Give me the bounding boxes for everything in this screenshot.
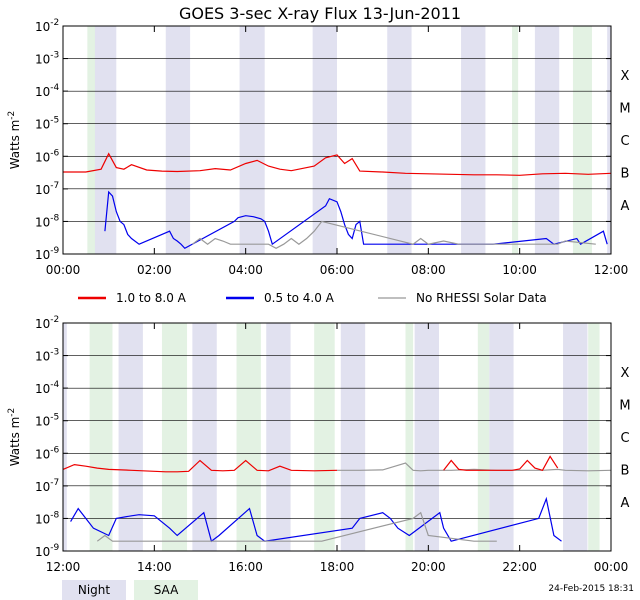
y-tick-label: 10-8	[35, 510, 60, 526]
footer-timestamp: 24-Feb-2015 18:31	[548, 584, 634, 594]
y-tick-label: 10-6	[35, 445, 60, 461]
x-tick-label: 12:00	[46, 560, 81, 574]
series-line	[96, 511, 497, 542]
y-tick-label: 10-7	[35, 478, 59, 494]
night-band	[192, 323, 217, 551]
y-tick-label: 10-4	[35, 83, 60, 99]
night-band	[340, 323, 366, 551]
y-tick-label: 10-2	[35, 18, 59, 34]
y-axis-label: Watts m-2	[7, 111, 22, 170]
saa-band	[588, 323, 600, 551]
night-band	[165, 26, 191, 254]
series-line	[104, 190, 608, 250]
y-tick-label: 10-8	[35, 213, 60, 229]
night-band	[239, 26, 265, 254]
x-tick-label: 10:00	[502, 263, 537, 277]
saa-band	[236, 323, 261, 551]
night-band	[93, 26, 117, 254]
saa-band	[161, 323, 188, 551]
x-tick-label: 06:00	[320, 263, 355, 277]
y-axis-label: Watts m-2	[7, 408, 22, 467]
saa-band	[512, 26, 519, 254]
flare-class-label: A	[621, 496, 630, 511]
panel-top: 10-2 10-3 10-4 10-5 10-6 10-7 10-8 10-900:00 02:…	[7, 18, 631, 277]
flare-class-label: C	[620, 431, 629, 446]
night-band	[489, 323, 514, 551]
legend: 1.0 to 8.0 A 0.5 to 4.0 A No RHESSI Solar …	[78, 291, 547, 305]
night-key: Night	[62, 580, 126, 600]
y-tick-label: 10-4	[35, 380, 60, 396]
saa-band	[477, 323, 490, 551]
x-tick-label: 14:00	[137, 560, 172, 574]
saa-key: SAA	[134, 580, 198, 600]
x-tick-label: 00:00	[46, 263, 81, 277]
night-band	[387, 26, 412, 254]
series-line	[192, 220, 596, 249]
chart-title: GOES 3-sec X-ray Flux 13-Jun-2011	[179, 4, 461, 23]
legend-label: No RHESSI Solar Data	[416, 291, 547, 305]
flare-class-label: X	[621, 366, 630, 381]
y-tick-label: 10-5	[35, 116, 59, 132]
y-tick-label: 10-6	[35, 148, 60, 164]
y-tick-label: 10-7	[35, 181, 59, 197]
flare-class-label: M	[619, 398, 630, 413]
x-tick-label: 16:00	[228, 560, 263, 574]
y-tick-label: 10-3	[35, 51, 59, 67]
x-tick-label: 00:00	[594, 560, 629, 574]
saa-band	[89, 323, 113, 551]
x-tick-label: 20:00	[411, 560, 446, 574]
series-line	[443, 455, 559, 472]
night-band	[118, 323, 143, 551]
series-line	[62, 459, 338, 473]
y-tick-label: 10-5	[35, 413, 59, 429]
plot-frame	[62, 322, 612, 552]
legend-label: 0.5 to 4.0 A	[264, 291, 335, 305]
x-tick-label: 12:00	[594, 263, 629, 277]
panel-bottom: 10-2 10-3 10-4 10-5 10-6 10-7 10-8 10-912:00 14:…	[7, 315, 631, 574]
flare-class-label: C	[620, 134, 629, 149]
saa-band	[405, 323, 414, 551]
flare-class-label: A	[621, 199, 630, 214]
night-band	[461, 26, 486, 254]
x-tick-label: 18:00	[320, 560, 355, 574]
night-band	[534, 26, 560, 254]
flare-class-label: B	[621, 167, 630, 182]
night-band	[63, 323, 67, 551]
x-tick-label: 22:00	[502, 560, 537, 574]
y-tick-label: 10-9	[35, 543, 60, 559]
flare-class-label: B	[621, 464, 630, 479]
night-band	[414, 323, 439, 551]
y-tick-label: 10-9	[35, 246, 60, 262]
x-tick-label: 04:00	[228, 263, 263, 277]
legend-label: 1.0 to 8.0 A	[116, 291, 187, 305]
saa-band	[87, 26, 95, 254]
x-tick-label: 08:00	[411, 263, 446, 277]
saa-band	[572, 26, 592, 254]
saa-band	[314, 323, 335, 551]
night-band	[607, 26, 611, 254]
night-band	[266, 323, 291, 551]
night-band	[312, 26, 337, 254]
y-tick-label: 10-3	[35, 348, 59, 364]
x-tick-label: 02:00	[137, 263, 172, 277]
flare-class-label: X	[621, 69, 630, 84]
flare-class-label: M	[619, 101, 630, 116]
y-tick-label: 10-2	[35, 315, 59, 331]
series-line	[63, 152, 612, 176]
night-band	[563, 323, 588, 551]
series-line	[70, 496, 562, 543]
